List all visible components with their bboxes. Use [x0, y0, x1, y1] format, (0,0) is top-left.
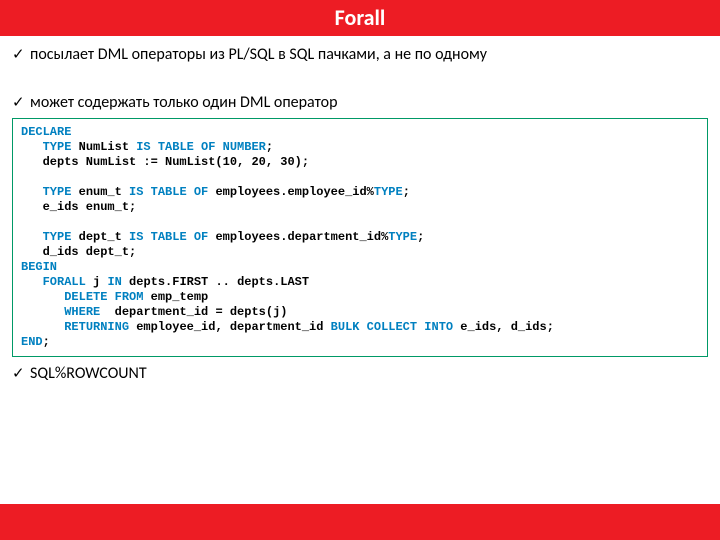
- code-keyword: DELETE FROM: [64, 290, 143, 304]
- code-keyword: DECLARE: [21, 125, 71, 139]
- code-keyword: IS TABLE OF NUMBER: [136, 140, 266, 154]
- checkmark-icon: ✓: [12, 44, 30, 66]
- checkmark-icon: ✓: [12, 92, 30, 114]
- code-keyword: IS TABLE OF: [129, 230, 208, 244]
- bullet-item: ✓ может содержать только один DML операт…: [12, 92, 708, 114]
- code-keyword: FORALL: [43, 275, 86, 289]
- code-keyword: BEGIN: [21, 260, 57, 274]
- bullet-item: ✓ SQL%ROWCOUNT: [12, 363, 708, 385]
- bullet-text: SQL%ROWCOUNT: [30, 363, 708, 385]
- code-keyword: BULK COLLECT INTO: [331, 320, 453, 334]
- slide-title-bar: Forall: [0, 0, 720, 36]
- code-keyword: TYPE: [374, 185, 403, 199]
- bullet-text: может содержать только один DML оператор: [30, 92, 708, 114]
- slide-content: ✓ посылает DML операторы из PL/SQL в SQL…: [0, 36, 720, 385]
- code-keyword: END: [21, 335, 43, 349]
- checkmark-icon: ✓: [12, 363, 30, 385]
- code-keyword: IN: [107, 275, 121, 289]
- bullet-text: посылает DML операторы из PL/SQL в SQL п…: [30, 44, 708, 66]
- code-keyword: WHERE: [64, 305, 100, 319]
- bullet-item: ✓ посылает DML операторы из PL/SQL в SQL…: [12, 44, 708, 66]
- code-keyword: TYPE: [43, 230, 72, 244]
- footer-bar: [0, 504, 720, 540]
- code-keyword: TYPE: [43, 140, 72, 154]
- code-keyword: TYPE: [388, 230, 417, 244]
- code-keyword: TYPE: [43, 185, 72, 199]
- code-block: DECLARE TYPE NumList IS TABLE OF NUMBER;…: [12, 118, 708, 357]
- code-keyword: IS TABLE OF: [129, 185, 208, 199]
- slide-title: Forall: [335, 4, 386, 31]
- code-keyword: RETURNING: [64, 320, 129, 334]
